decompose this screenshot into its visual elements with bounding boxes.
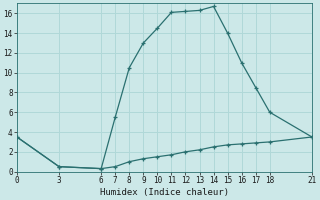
X-axis label: Humidex (Indice chaleur): Humidex (Indice chaleur) — [100, 188, 229, 197]
